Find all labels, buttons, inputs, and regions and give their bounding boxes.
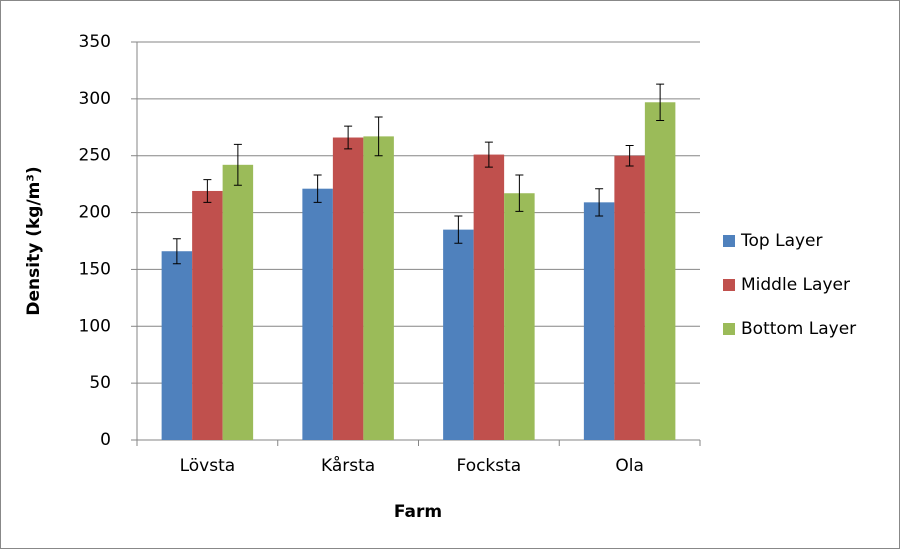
legend-label: Middle Layer (741, 275, 850, 295)
bar (614, 155, 645, 440)
y-tick-label: 300 (79, 89, 111, 109)
bar (192, 190, 223, 440)
y-tick-label: 350 (79, 32, 111, 52)
y-tick-label: 50 (89, 373, 111, 393)
error-bar (484, 141, 493, 168)
error-bar (625, 144, 634, 167)
bar (644, 102, 676, 441)
bar (583, 202, 615, 440)
y-tick-label: 100 (79, 316, 111, 336)
x-tick-label: Lövsta (180, 456, 236, 476)
bar (161, 251, 193, 440)
error-bar (344, 125, 353, 150)
bar (222, 164, 254, 440)
x-tick-label: Focksta (457, 456, 522, 476)
error-bar (203, 179, 212, 203)
legend-swatch (723, 279, 735, 291)
x-tick-label: Ola (615, 456, 644, 476)
error-bar (595, 188, 604, 217)
error-bar (515, 174, 524, 212)
error-bar (172, 238, 181, 265)
y-tick-label: 0 (100, 430, 111, 450)
y-tick-label: 200 (79, 203, 111, 223)
legend-swatch (723, 235, 735, 247)
x-axis-title: Farm (394, 502, 442, 522)
y-axis-title: Density (kg/m³) (24, 166, 44, 315)
x-tick-label: Kårsta (321, 455, 375, 476)
bar (473, 154, 505, 440)
bar (363, 136, 394, 440)
error-bar (454, 215, 463, 244)
error-bar (374, 116, 383, 157)
bar (504, 193, 535, 440)
error-bar (656, 83, 665, 121)
legend-swatch (723, 323, 735, 335)
bar (302, 188, 333, 440)
error-bar (233, 143, 242, 186)
error-bar (313, 174, 322, 203)
bar (443, 229, 474, 440)
y-tick-label: 250 (79, 146, 111, 166)
legend-label: Bottom Layer (741, 319, 856, 339)
bar (332, 137, 364, 440)
legend-label: Top Layer (740, 231, 823, 251)
y-tick-label: 150 (79, 259, 111, 279)
